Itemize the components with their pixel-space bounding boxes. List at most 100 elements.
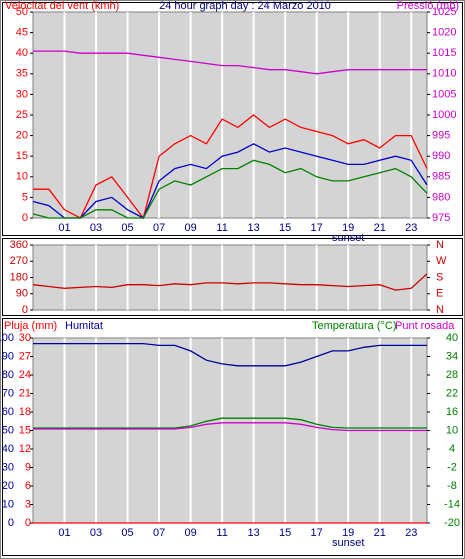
y3-tick-label: 0 — [25, 517, 31, 529]
x-tick-label: 09 — [184, 222, 196, 234]
y2-tick-label: 4 — [449, 443, 455, 455]
x-tick-label: 05 — [121, 527, 133, 539]
annotation: sunset — [332, 537, 364, 549]
panel-frame — [2, 2, 463, 236]
y-tick-label: 20 — [16, 130, 28, 142]
y2-tick-label: 1015 — [432, 47, 456, 59]
series-label: Pluja (mm) — [4, 320, 57, 332]
y3-tick-label: 12 — [19, 443, 31, 455]
y2-tick-label: 1005 — [432, 88, 456, 100]
x-tick-label: 23 — [405, 527, 417, 539]
y-tick-label: 80 — [2, 369, 14, 381]
y-tick-label: 35 — [16, 68, 28, 80]
y-tick-label: 0 — [8, 517, 14, 529]
x-tick-label: 19 — [342, 222, 354, 234]
x-tick-label: 07 — [153, 527, 165, 539]
series-line — [32, 159, 428, 219]
title: 24 hour graph day : 24 Marzo 2010 — [159, 0, 331, 12]
y2-tick-label: 22 — [446, 387, 458, 399]
y-tick-label: 30 — [16, 88, 28, 100]
panel-frame — [2, 238, 463, 316]
y2-tick-label: -2 — [447, 461, 457, 473]
y2-tick-label: 1010 — [432, 68, 456, 80]
x-tick-label: 17 — [311, 527, 323, 539]
series-line — [32, 273, 428, 291]
ylabel: Velocitat del vent (kmh) — [5, 0, 119, 12]
x-tick-label: 23 — [405, 222, 417, 234]
y3-tick-label: 30 — [19, 332, 31, 344]
y-tick-label: 100 — [0, 332, 14, 344]
y3-tick-label: 18 — [19, 406, 31, 418]
y2-tick-label: W — [436, 255, 447, 267]
y-tick-label: 60 — [2, 406, 14, 418]
series-label: Humitat — [65, 320, 103, 332]
x-tick-label: 11 — [216, 222, 227, 234]
x-tick-label: 15 — [279, 527, 291, 539]
y-tick-label: 70 — [2, 387, 14, 399]
y-tick-label: 20 — [2, 480, 14, 492]
y2-tick-label: 16 — [446, 406, 458, 418]
y2-tick-label: N — [436, 304, 444, 316]
plot-area — [32, 244, 428, 311]
y2-tick-label: -8 — [447, 480, 457, 492]
y-tick-label: 30 — [2, 461, 14, 473]
y-2label: Pressió (mb) — [397, 0, 459, 12]
x-tick-label: 13 — [248, 527, 260, 539]
y2-tick-label: 995 — [432, 130, 450, 142]
y3-tick-label: 9 — [25, 461, 31, 473]
y2-tick-label: -20 — [444, 517, 460, 529]
x-tick-label: 17 — [311, 222, 323, 234]
x-tick-label: 09 — [184, 527, 196, 539]
y2-tick-label: 1000 — [432, 109, 456, 121]
y-tick-label: 10 — [2, 498, 14, 510]
y2-tick-label: 1020 — [432, 27, 456, 39]
y-tick-label: 270 — [10, 255, 28, 267]
series-label: Temperatura (°C) — [312, 320, 396, 332]
y3-tick-label: 24 — [19, 369, 31, 381]
y-tick-label: 25 — [16, 109, 28, 121]
annotation: sunset — [332, 232, 364, 244]
y2-tick-label: 975 — [432, 212, 450, 224]
y2-tick-label: N — [436, 239, 444, 251]
x-tick-label: 11 — [216, 527, 227, 539]
x-tick-label: 03 — [90, 222, 102, 234]
y-tick-label: 0 — [22, 304, 28, 316]
y2-tick-label: 28 — [446, 369, 458, 381]
series-line — [33, 417, 427, 429]
y2-tick-label: 985 — [432, 171, 450, 183]
y3-tick-label: 27 — [19, 350, 31, 362]
y2-tick-label: 1025 — [432, 6, 456, 18]
series-line — [33, 50, 427, 75]
y2-tick-label: 34 — [446, 350, 458, 362]
x-tick-label: 03 — [90, 527, 102, 539]
series-line — [33, 342, 427, 367]
series-line — [32, 143, 428, 219]
x-tick-label: 21 — [374, 527, 386, 539]
x-tick-label: 19 — [342, 527, 354, 539]
y2-tick-label: -14 — [444, 498, 460, 510]
x-tick-label: 15 — [279, 222, 291, 234]
x-tick-label: 05 — [121, 222, 133, 234]
y-tick-label: 40 — [16, 47, 28, 59]
y2-tick-label: E — [436, 288, 443, 300]
x-tick-label: 21 — [374, 222, 386, 234]
y3-tick-label: 3 — [25, 498, 31, 510]
y2-tick-label: 980 — [432, 191, 450, 203]
y3-tick-label: 21 — [19, 387, 31, 399]
y3-tick-label: 15 — [19, 424, 31, 436]
y-tick-label: 90 — [16, 288, 28, 300]
y-tick-label: 50 — [2, 424, 14, 436]
series-line — [33, 114, 428, 220]
y-tick-label: 50 — [16, 6, 28, 18]
y3-tick-label: 6 — [25, 480, 31, 492]
y-tick-label: 90 — [2, 350, 14, 362]
y-tick-label: 10 — [16, 171, 28, 183]
series-label: Punt rosada — [395, 320, 455, 332]
y-tick-label: 0 — [22, 212, 28, 224]
panel-frame — [2, 318, 463, 556]
y-tick-label: 40 — [2, 443, 14, 455]
x-tick-label: 01 — [58, 527, 70, 539]
y-tick-label: 5 — [22, 191, 28, 203]
x-tick-label: 13 — [248, 222, 260, 234]
